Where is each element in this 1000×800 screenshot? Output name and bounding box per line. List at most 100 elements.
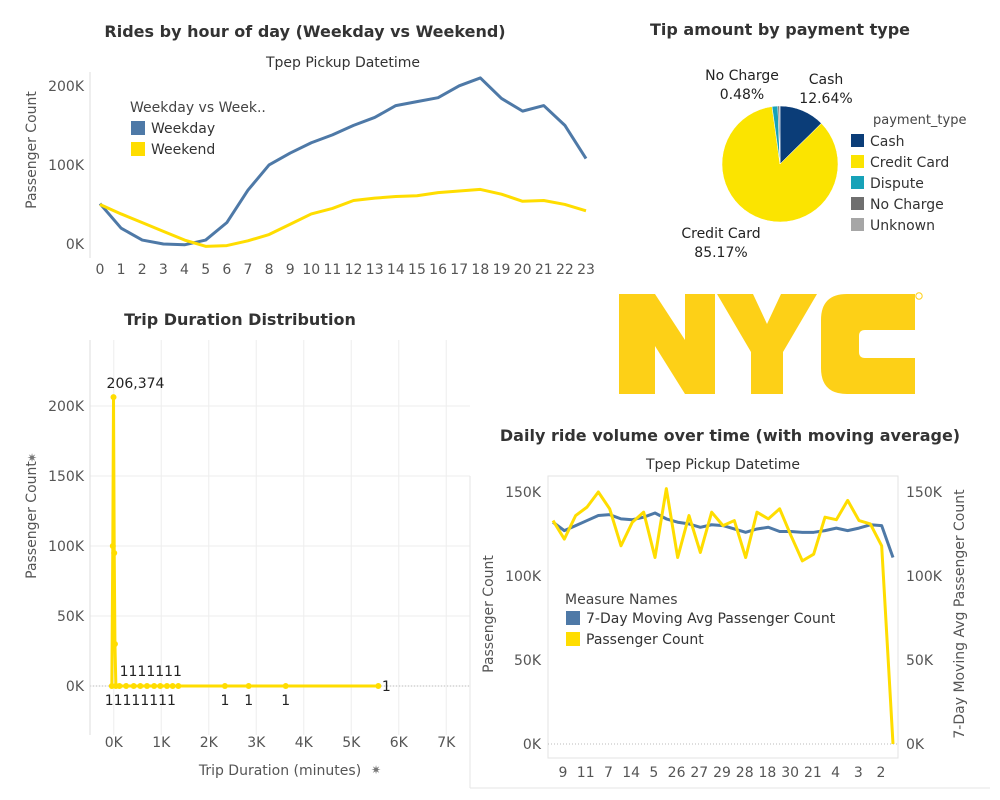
chart4-xtick-label: 28 [736, 765, 754, 781]
chart1-series-weekend[interactable] [99, 187, 587, 248]
chart4-ytick-label-right: 100K [906, 569, 943, 585]
chart4-xtick-label: 11 [577, 765, 595, 781]
nyc-logo-letters [619, 294, 915, 394]
chart4-series-passenger-count[interactable] [551, 487, 895, 745]
chart1-legend-swatch[interactable] [131, 142, 145, 156]
nyc-logo-c [821, 294, 915, 394]
chart3-end-label: 1 [382, 679, 391, 695]
chart1-header: Tpep Pickup Datetime [265, 55, 420, 71]
pie-legend-swatch[interactable] [851, 134, 864, 147]
chart1-xtick-label: 8 [265, 262, 274, 278]
chart3-point[interactable] [111, 550, 118, 556]
pie-slice-credit-card[interactable] [721, 106, 839, 223]
pie-legend-swatch[interactable] [851, 155, 864, 168]
chart3-point[interactable] [151, 683, 158, 689]
chart1-xtick-label: 17 [450, 262, 468, 278]
chart1-xtick-label: 10 [302, 262, 320, 278]
chart3-point[interactable] [163, 683, 170, 689]
pie-legend-swatch[interactable] [851, 218, 864, 231]
pie-label-name: No Charge [705, 68, 779, 84]
chart1-xtick-label: 22 [556, 262, 574, 278]
pie-legend-label[interactable]: Cash [870, 134, 905, 150]
chart4-xtick-label: 29 [713, 765, 731, 781]
chart3-ytick-label: 50K [57, 609, 85, 625]
chart2-tip-by-payment[interactable]: Cash 12.64% No Charge 0.48% Credit Card 85.17… [610, 0, 1000, 290]
chart3-point[interactable] [169, 683, 176, 689]
registered-mark-icon [915, 292, 923, 300]
chart1-xtick-label: 7 [243, 262, 252, 278]
chart4-xtick-label: 14 [622, 765, 640, 781]
chart1-legend-label[interactable]: Weekend [151, 142, 215, 158]
chart3-point[interactable] [157, 683, 164, 689]
chart4-ylabel-left: Passenger Count [481, 555, 497, 673]
chart4-ytick-label-left: 100K [505, 569, 542, 585]
pin-icon: ✷ [27, 451, 37, 465]
pie-label-pct: 0.48% [720, 87, 764, 103]
chart3-point[interactable] [109, 543, 116, 549]
chart4-xtick-label: 9 [559, 765, 568, 781]
nyc-logo-y [717, 294, 817, 394]
chart3-data-label-lower: 1 [281, 693, 290, 709]
chart4-xtick-label: 27 [690, 765, 708, 781]
chart3-xlabel: Trip Duration (minutes) [198, 763, 361, 779]
chart3-point[interactable] [116, 683, 123, 689]
chart1-xtick-label: 0 [96, 262, 105, 278]
chart3-point[interactable] [282, 683, 289, 689]
chart3-xtick-label: 3K [247, 735, 266, 751]
chart4-xtick-label: 18 [759, 765, 777, 781]
chart3-point[interactable] [221, 683, 228, 689]
chart1-xtick-label: 9 [286, 262, 295, 278]
chart1-ylabel: Passenger Count [24, 91, 40, 209]
pie-legend-swatch[interactable] [851, 176, 864, 189]
chart4-xtick-label: 30 [781, 765, 799, 781]
chart1-legend-title: Weekday vs Week.. [130, 100, 266, 116]
chart4-ytick-label-left: 150K [505, 485, 542, 501]
pie-legend-label[interactable]: No Charge [870, 197, 944, 213]
pie-label-name: Cash [809, 72, 844, 88]
chart4-legend-label[interactable]: 7-Day Moving Avg Passenger Count [586, 611, 836, 627]
pie-legend-label[interactable]: Dispute [870, 176, 924, 192]
chart3-point[interactable] [111, 641, 118, 647]
chart4-legend-swatch[interactable] [566, 632, 580, 646]
chart1-ytick-label: 100K [48, 158, 85, 174]
chart1-xtick-label: 2 [138, 262, 147, 278]
chart3-point[interactable] [110, 394, 117, 401]
chart3-point[interactable] [123, 683, 130, 689]
chart3-point[interactable] [375, 683, 382, 689]
pie-legend-label[interactable]: Unknown [870, 218, 935, 234]
chart1-ytick-label: 0K [66, 237, 85, 253]
chart3-title: Trip Duration Distribution [124, 310, 356, 329]
chart3-data-label-lower: 1 [244, 693, 253, 709]
chart1-xtick-label: 13 [366, 262, 384, 278]
chart3-point[interactable] [130, 683, 137, 689]
chart4-ytick-label-right: 150K [906, 485, 943, 501]
chart4-series-moving-avg[interactable] [552, 511, 895, 559]
chart3-point[interactable] [137, 683, 144, 689]
chart1-xtick-label: 16 [429, 262, 447, 278]
pie-legend-label[interactable]: Credit Card [870, 155, 949, 171]
chart2-title: Tip amount by payment type [649, 20, 911, 39]
chart4-ytick-label-left: 50K [514, 653, 542, 669]
chart3-point[interactable] [144, 683, 150, 689]
pie-label-pct: 85.17% [694, 245, 747, 261]
chart1-legend-swatch[interactable] [131, 121, 145, 135]
chart3-point[interactable] [175, 683, 182, 689]
chart1-ytick-label: 200K [48, 79, 85, 95]
pie-legend-swatch[interactable] [851, 197, 864, 210]
chart1-xtick-label: 21 [535, 262, 553, 278]
chart3-series-line[interactable] [110, 395, 379, 688]
chart4-xtick-label: 5 [649, 765, 658, 781]
chart3-point[interactable] [245, 683, 252, 689]
chart4-legend-label[interactable]: Passenger Count [586, 632, 704, 648]
chart4-frame [547, 475, 899, 759]
chart1-xtick-label: 5 [201, 262, 210, 278]
chart1-legend-label[interactable]: Weekday [151, 121, 215, 137]
chart1-series-weekday[interactable] [98, 76, 588, 247]
chart1-xtick-label: 20 [514, 262, 532, 278]
chart4-legend-swatch[interactable] [566, 611, 580, 625]
chart4-ytick-label-left: 0K [523, 737, 542, 753]
pie-label-pct: 12.64% [799, 91, 852, 107]
